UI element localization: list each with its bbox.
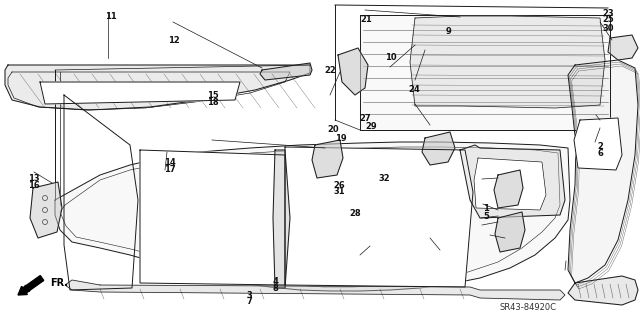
Polygon shape xyxy=(495,212,525,252)
Text: 2: 2 xyxy=(597,142,604,151)
Polygon shape xyxy=(568,276,638,305)
Text: 9: 9 xyxy=(445,27,451,36)
Text: 6: 6 xyxy=(597,149,604,158)
Text: 16: 16 xyxy=(28,181,40,189)
Text: 11: 11 xyxy=(105,12,116,21)
Text: 8: 8 xyxy=(273,284,278,293)
Text: 17: 17 xyxy=(164,165,175,174)
Text: 27: 27 xyxy=(359,114,371,122)
Text: 32: 32 xyxy=(378,174,390,183)
Polygon shape xyxy=(360,15,610,130)
Polygon shape xyxy=(474,158,546,210)
Text: 31: 31 xyxy=(333,187,345,196)
Text: 5: 5 xyxy=(483,212,490,221)
Polygon shape xyxy=(273,150,290,288)
Polygon shape xyxy=(65,280,565,300)
Text: 14: 14 xyxy=(164,158,175,167)
Polygon shape xyxy=(260,63,312,80)
FancyArrow shape xyxy=(18,276,44,295)
Text: FR.: FR. xyxy=(50,278,68,288)
Text: 7: 7 xyxy=(247,297,252,306)
Polygon shape xyxy=(55,142,570,291)
Text: 19: 19 xyxy=(335,134,346,143)
Polygon shape xyxy=(5,65,310,110)
Polygon shape xyxy=(422,132,455,165)
Polygon shape xyxy=(285,147,473,287)
Text: 25: 25 xyxy=(602,15,614,24)
Text: 24: 24 xyxy=(409,85,420,94)
Text: 26: 26 xyxy=(333,181,345,189)
Text: 23: 23 xyxy=(602,9,614,18)
Text: 15: 15 xyxy=(207,91,218,100)
Polygon shape xyxy=(410,16,605,108)
Text: 21: 21 xyxy=(360,15,372,24)
Polygon shape xyxy=(568,60,638,283)
Polygon shape xyxy=(140,150,285,285)
Polygon shape xyxy=(574,118,622,170)
Text: 10: 10 xyxy=(385,53,396,62)
Text: 4: 4 xyxy=(272,277,278,286)
Text: 22: 22 xyxy=(324,66,336,75)
Polygon shape xyxy=(460,145,565,218)
Text: 12: 12 xyxy=(168,36,180,45)
Text: 18: 18 xyxy=(207,98,218,107)
Text: 13: 13 xyxy=(28,174,40,183)
Polygon shape xyxy=(494,170,523,208)
Polygon shape xyxy=(312,140,343,178)
Polygon shape xyxy=(608,35,638,60)
Polygon shape xyxy=(338,48,368,95)
Text: 20: 20 xyxy=(327,125,339,134)
Text: 28: 28 xyxy=(349,209,361,218)
Text: 1: 1 xyxy=(483,204,490,213)
Polygon shape xyxy=(30,182,62,238)
Text: SR43-84920C: SR43-84920C xyxy=(500,303,557,313)
Polygon shape xyxy=(40,82,240,104)
Text: 30: 30 xyxy=(602,24,614,33)
Text: 29: 29 xyxy=(365,122,377,130)
Text: 3: 3 xyxy=(247,291,252,300)
